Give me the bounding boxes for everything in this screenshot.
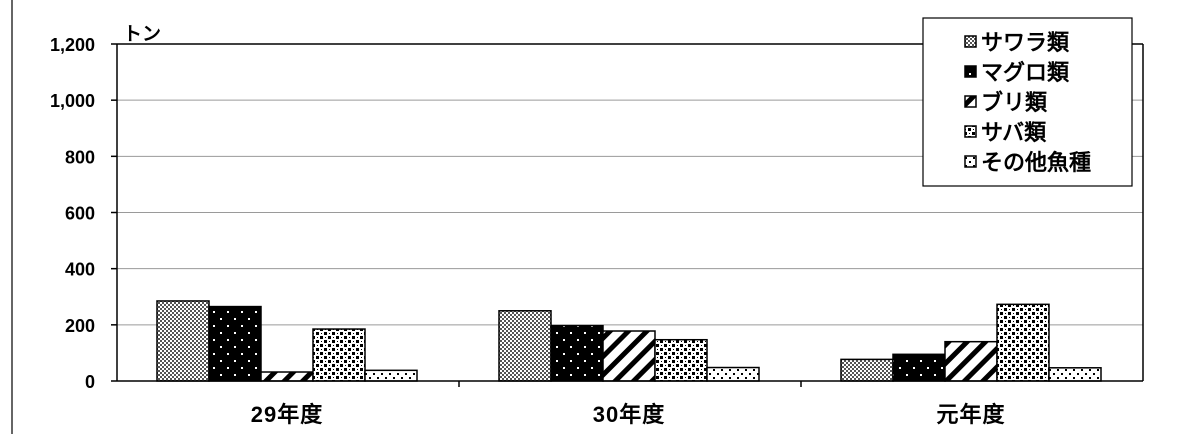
x-category-label: 元年度 [936, 402, 1005, 427]
legend-label: ブリ類 [981, 90, 1048, 115]
legend-label: マグロ類 [981, 60, 1070, 85]
y-tick-label: 0 [85, 372, 95, 392]
bar-2-2 [550, 324, 604, 382]
y-tick-label: 400 [65, 260, 95, 280]
bar-4-2 [654, 338, 708, 382]
y-tick-label: 1,000 [50, 91, 95, 111]
y-tick-label: 200 [65, 316, 95, 336]
bar-2-1 [208, 305, 262, 382]
bars [156, 300, 1102, 382]
x-category-label: 29年度 [251, 402, 323, 427]
bar-3-2 [602, 330, 656, 382]
bar-3-1 [260, 371, 314, 382]
bar-5-2 [706, 366, 760, 382]
legend-swatch [964, 155, 977, 168]
bar-4-3 [996, 303, 1050, 382]
bar-1-3 [840, 358, 894, 382]
y-axis-unit-label: トン [123, 24, 161, 45]
y-tick-label: 1,200 [50, 35, 95, 55]
bar-4-1 [312, 328, 366, 382]
bar-5-3 [1048, 367, 1102, 382]
legend-label: サバ類 [981, 120, 1047, 145]
bar-3-3 [944, 340, 998, 382]
bar-1-1 [156, 300, 210, 382]
legend-swatch [964, 95, 977, 108]
y-tick-label: 800 [65, 147, 95, 167]
legend-swatch [964, 125, 977, 138]
bar-1-2 [498, 310, 552, 382]
x-category-labels: 29年度 30年度 元年度 [251, 381, 1005, 427]
legend-label: その他魚種 [981, 150, 1091, 175]
legend-box [922, 17, 1133, 187]
bar-5-1 [364, 369, 418, 382]
legend-swatch [964, 65, 977, 78]
y-tick-labels: 0 200 400 600 800 1,000 1,200 [50, 35, 117, 392]
legend-swatch [964, 35, 977, 48]
bar-2-3 [892, 353, 946, 382]
y-tick-label: 600 [65, 204, 95, 224]
legend-label: サワラ類 [981, 30, 1070, 55]
x-category-label: 30年度 [593, 402, 665, 427]
